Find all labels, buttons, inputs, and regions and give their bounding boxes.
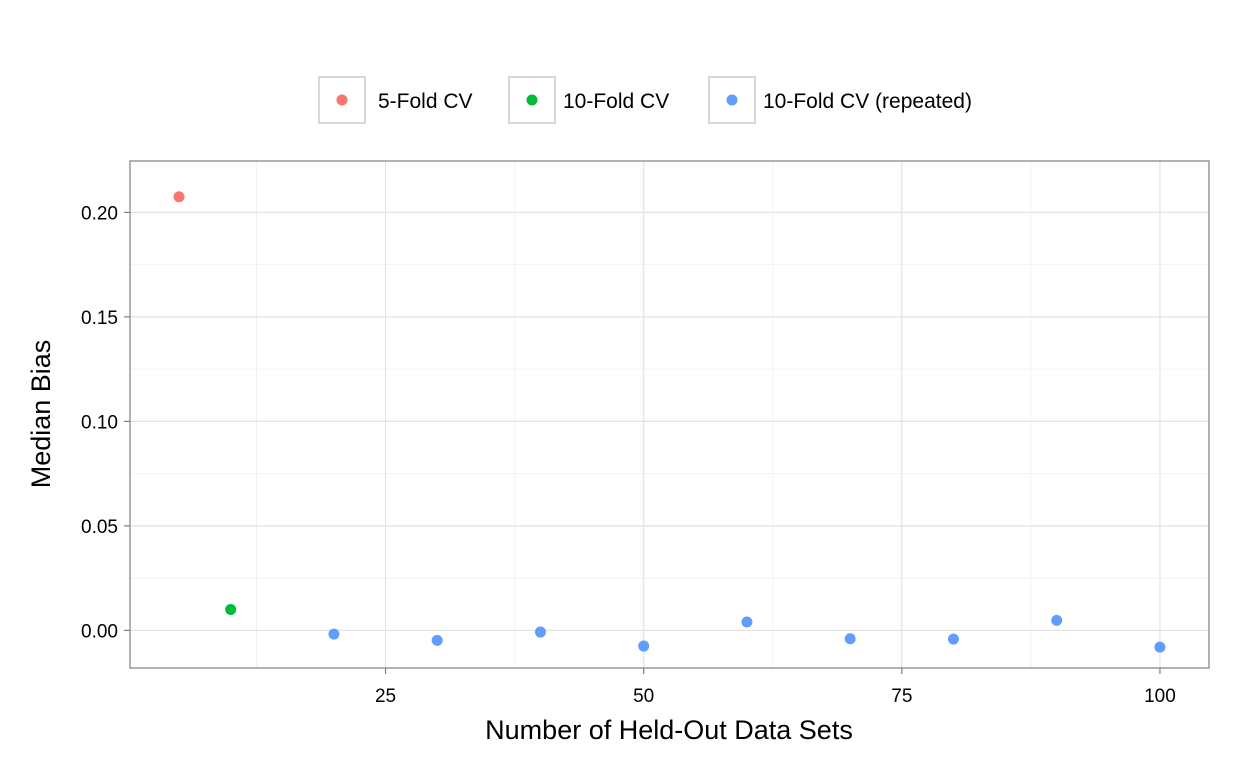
x-tick-label: 25	[375, 686, 396, 707]
y-tick-label: 0.00	[81, 621, 118, 642]
plot-panel	[129, 160, 1210, 669]
data-point	[431, 634, 443, 646]
data-point	[173, 191, 185, 203]
data-point	[328, 628, 340, 640]
data-point	[534, 626, 546, 638]
y-tick-label: 0.15	[81, 308, 118, 329]
legend-label: 5-Fold CV	[378, 90, 473, 113]
x-tick-label: 75	[891, 686, 912, 707]
y-tick-label: 0.05	[81, 517, 118, 538]
x-axis-title: Number of Held-Out Data Sets	[485, 715, 853, 745]
x-tick-label: 50	[633, 686, 654, 707]
x-axis: 25 50 75 100	[375, 668, 1176, 707]
y-tick-label: 0.10	[81, 412, 118, 433]
legend-key-point	[526, 94, 538, 106]
y-axis-title: Median Bias	[26, 340, 56, 489]
legend-item: 10-Fold CV (repeated)	[708, 76, 972, 124]
y-axis: 0.00 0.05 0.10 0.15 0.20	[81, 203, 130, 642]
legend-key-point	[726, 94, 738, 106]
panel-background	[130, 161, 1209, 668]
data-point	[225, 603, 237, 615]
legend-label: 10-Fold CV (repeated)	[763, 90, 972, 113]
legend-item: 10-Fold CV	[508, 76, 669, 124]
data-point	[1051, 614, 1063, 626]
y-tick-label: 0.20	[81, 203, 118, 224]
legend-item: 5-Fold CV	[318, 76, 473, 124]
legend: 5-Fold CV 10-Fold CV 10-Fold CV (repeated)	[318, 76, 972, 124]
legend-label: 10-Fold CV	[563, 90, 669, 113]
data-point	[741, 616, 753, 628]
data-point	[1154, 641, 1166, 653]
legend-key-point	[336, 94, 348, 106]
data-point	[638, 640, 650, 652]
x-tick-label: 100	[1144, 686, 1176, 707]
data-point	[844, 633, 856, 645]
data-point	[947, 633, 959, 645]
panel-border	[129, 160, 1210, 669]
